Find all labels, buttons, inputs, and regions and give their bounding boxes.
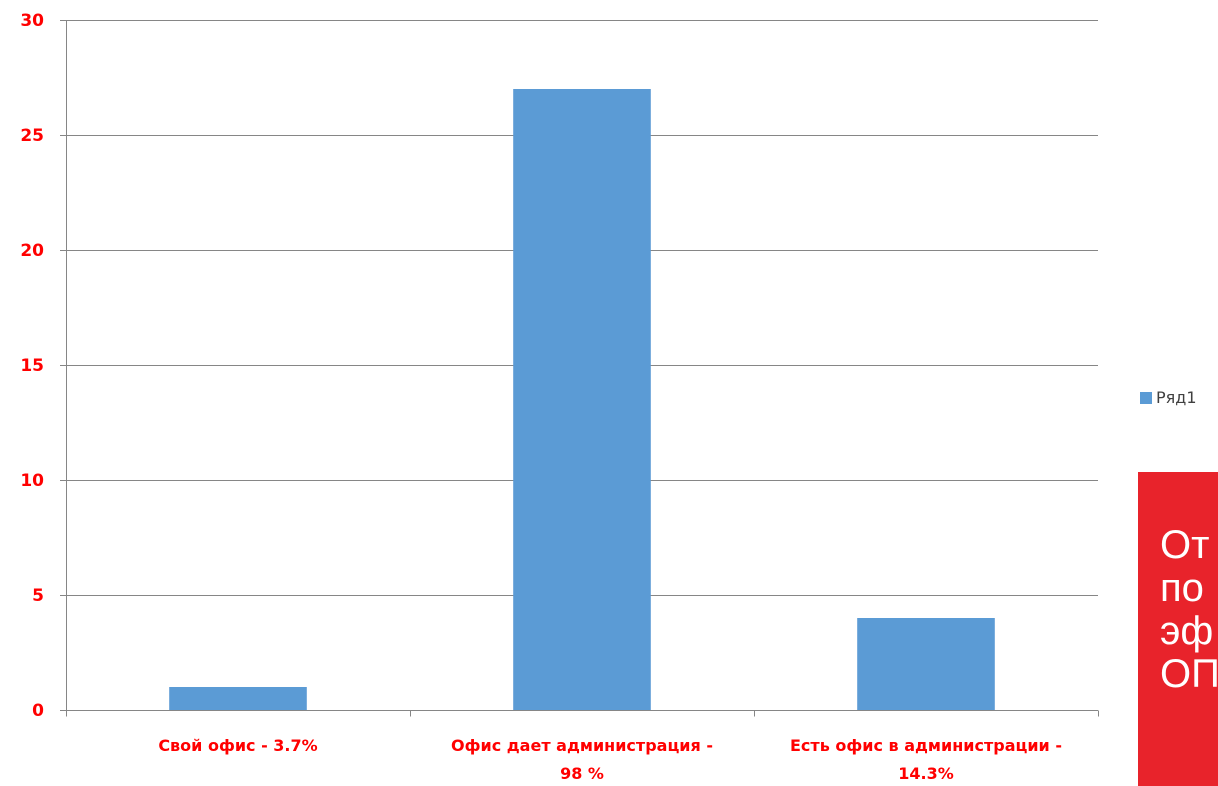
- x-category-label: Есть офис в администрации -: [790, 736, 1062, 755]
- y-tick-label: 0: [32, 701, 44, 721]
- x-category-label: 98 %: [560, 764, 604, 783]
- x-category-label: Офис дает администрация -: [451, 736, 713, 755]
- x-category-label: Свой офис - 3.7%: [158, 736, 317, 755]
- bar: [169, 687, 307, 710]
- y-tick-label: 10: [20, 471, 44, 491]
- red-text-panel: От по эф ОП: [1138, 472, 1218, 786]
- bar: [857, 618, 995, 710]
- legend: Ряд1: [1140, 388, 1197, 407]
- x-category-label: 14.3%: [898, 764, 954, 783]
- legend-label: Ряд1: [1156, 388, 1197, 407]
- y-tick-label: 30: [20, 11, 44, 31]
- bar: [513, 89, 651, 710]
- y-tick-label: 25: [20, 126, 44, 146]
- legend-swatch: [1140, 391, 1152, 404]
- y-tick-label: 15: [20, 356, 44, 376]
- y-tick-label: 5: [32, 586, 44, 606]
- y-tick-label: 20: [20, 241, 44, 261]
- panel-text: От по эф ОП: [1160, 523, 1218, 696]
